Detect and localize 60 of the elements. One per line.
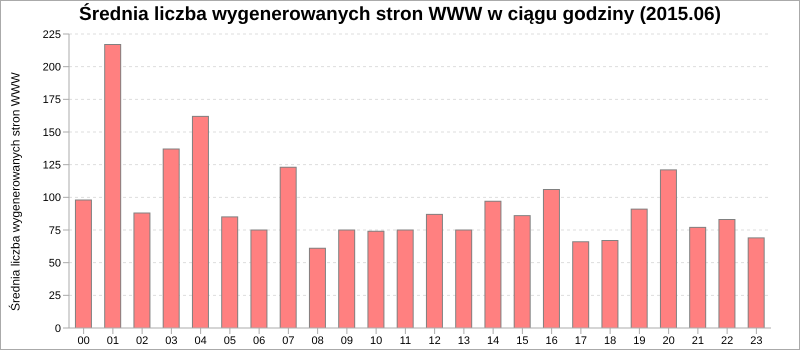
- bar: [689, 226, 706, 328]
- bar: [367, 230, 384, 328]
- bar: [542, 188, 560, 328]
- y-tick-label: 200: [42, 62, 61, 74]
- x-tick-label: 11: [400, 334, 412, 347]
- bar: [192, 116, 209, 328]
- bar: [104, 44, 122, 328]
- y-axis-title: Średnia liczba wygenerowanych stron WWW: [8, 72, 22, 311]
- y-tick-label: 50: [48, 258, 61, 270]
- x-tick-label: 15: [516, 334, 528, 347]
- x-tick-label: 17: [574, 334, 587, 347]
- bar: [162, 148, 180, 328]
- y-tick-label: 75: [48, 224, 61, 237]
- x-tick-label: 02: [136, 334, 148, 347]
- bar: [630, 208, 648, 328]
- bar: [601, 240, 618, 328]
- y-tick-label: 125: [42, 160, 61, 172]
- bar: [514, 215, 531, 328]
- x-tick-label: 20: [662, 334, 675, 347]
- bar: [338, 230, 356, 328]
- bar: [308, 248, 326, 328]
- bar: [133, 212, 150, 328]
- chart-title: Średnia liczba wygenerowanych stron WWW w ciągu godziny (2015.06): [78, 4, 722, 27]
- x-tick-label: 14: [487, 334, 500, 347]
- x-tick-label: 03: [165, 334, 178, 347]
- x-tick-label: 00: [78, 334, 90, 347]
- x-tick-label: 07: [282, 334, 294, 347]
- x-tick-label: 16: [546, 334, 558, 347]
- bar: [221, 216, 238, 328]
- x-tick-label: 05: [224, 334, 236, 347]
- bar: [250, 230, 268, 328]
- x-tick-label: 04: [194, 334, 207, 347]
- bar: [484, 200, 502, 328]
- x-tick-label: 23: [750, 334, 762, 347]
- y-tick-label: 175: [42, 94, 61, 106]
- y-tick-label: 0: [54, 322, 61, 335]
- bar: [280, 166, 297, 328]
- bar: [572, 241, 590, 328]
- x-tick-label: 22: [721, 334, 734, 347]
- bar: [660, 169, 677, 328]
- x-tick-label: 19: [633, 334, 646, 347]
- bar: [426, 214, 443, 328]
- bar: [718, 219, 736, 328]
- x-tick-label: 13: [458, 334, 470, 347]
- x-tick-label: 12: [428, 334, 441, 347]
- x-tick-label: 18: [604, 334, 616, 347]
- x-tick-label: 08: [312, 334, 324, 347]
- x-tick-label: 10: [370, 334, 382, 347]
- x-tick-label: 06: [253, 334, 266, 347]
- y-tick-label: 25: [48, 290, 61, 302]
- x-tick-label: 01: [106, 334, 119, 347]
- y-tick-label: 100: [42, 192, 61, 204]
- x-tick-label: 21: [692, 334, 704, 347]
- bar: [396, 230, 414, 328]
- bar: [455, 230, 472, 328]
- x-tick-label: 09: [340, 334, 353, 347]
- y-tick-label: 150: [42, 126, 61, 139]
- y-tick-label: 225: [42, 28, 61, 41]
- bar: [748, 237, 765, 328]
- bar: [74, 199, 92, 328]
